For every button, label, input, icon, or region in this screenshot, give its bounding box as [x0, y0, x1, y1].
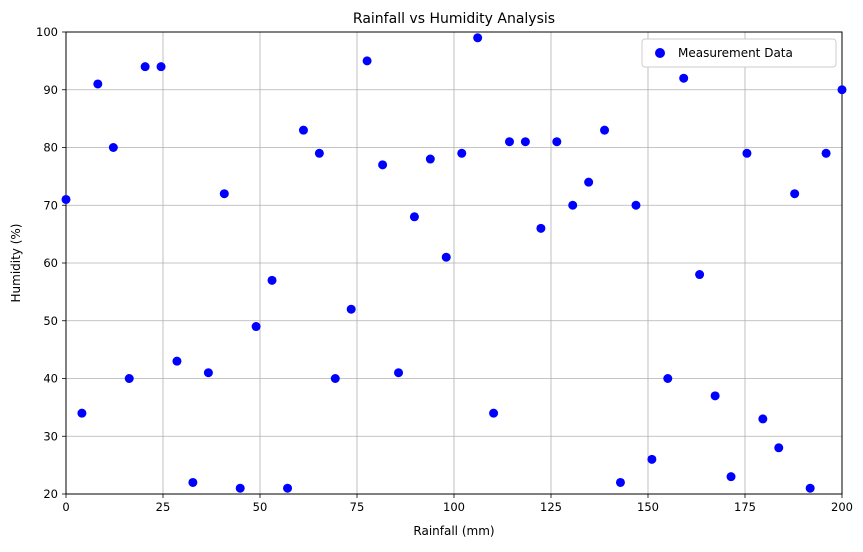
- chart-title: Rainfall vs Humidity Analysis: [353, 11, 555, 27]
- data-point: [805, 483, 815, 493]
- data-point: [504, 137, 514, 147]
- x-tick-label: 75: [350, 500, 365, 514]
- data-point: [362, 56, 372, 66]
- data-point: [267, 275, 277, 285]
- data-point: [758, 414, 768, 424]
- data-point: [695, 270, 705, 280]
- legend-marker: [655, 48, 665, 58]
- data-point: [251, 322, 261, 332]
- data-point: [489, 408, 499, 418]
- data-point: [790, 189, 800, 199]
- data-point: [314, 148, 324, 158]
- data-points: [61, 33, 847, 493]
- y-axis-label: Humidity (%): [9, 224, 23, 303]
- y-tick-label: 20: [43, 487, 58, 501]
- data-point: [188, 477, 198, 487]
- data-point: [821, 148, 831, 158]
- y-tick-label: 70: [43, 198, 58, 212]
- x-tick-label: 100: [443, 500, 465, 514]
- data-point: [631, 200, 641, 210]
- data-point: [156, 62, 166, 72]
- data-point: [61, 194, 71, 204]
- data-point: [457, 148, 467, 158]
- data-point: [140, 62, 150, 72]
- y-tick-label: 100: [36, 25, 58, 39]
- data-point: [235, 483, 245, 493]
- x-tick-label: 50: [253, 500, 268, 514]
- data-point: [330, 374, 340, 383]
- legend: Measurement Data: [641, 38, 837, 68]
- y-tick-label: 90: [43, 83, 58, 97]
- data-point: [298, 125, 308, 135]
- data-point: [663, 374, 673, 383]
- x-tick-label: 0: [62, 500, 69, 514]
- data-point: [568, 200, 578, 210]
- data-point: [647, 454, 657, 464]
- data-point: [394, 368, 404, 378]
- data-point: [679, 73, 689, 83]
- data-point: [172, 356, 182, 366]
- data-point: [536, 223, 546, 233]
- data-point: [93, 79, 103, 89]
- data-point: [441, 252, 451, 262]
- data-point: [378, 160, 388, 170]
- data-point: [520, 137, 530, 147]
- data-point: [774, 443, 784, 453]
- y-tick-label: 80: [43, 141, 58, 155]
- legend-label: Measurement Data: [678, 46, 793, 60]
- data-point: [283, 483, 293, 493]
- x-tick-label: 175: [734, 500, 756, 514]
- data-point: [726, 472, 736, 482]
- data-point: [219, 189, 229, 199]
- x-tick-label: 200: [831, 500, 853, 514]
- data-point: [425, 154, 435, 164]
- data-point: [710, 391, 720, 401]
- x-tick-label: 25: [156, 500, 171, 514]
- data-point: [124, 374, 134, 383]
- data-point: [837, 85, 847, 95]
- data-point: [600, 125, 610, 135]
- data-point: [742, 148, 752, 158]
- data-point: [203, 368, 213, 378]
- y-tick-label: 60: [43, 256, 58, 270]
- y-tick-label: 50: [43, 314, 58, 328]
- data-point: [584, 177, 594, 187]
- x-axis-label: Rainfall (mm): [413, 524, 494, 538]
- data-point: [108, 143, 118, 152]
- y-tick-label: 30: [43, 429, 58, 443]
- x-tick-label: 125: [540, 500, 562, 514]
- axis-ticks: 0 25 50 75 100 125 150 175 200 20 30 40 50 60 70 80 90 10…: [36, 25, 853, 514]
- data-point: [346, 304, 356, 314]
- data-point: [77, 408, 87, 418]
- legend-box: [641, 38, 837, 68]
- data-point: [552, 137, 562, 147]
- data-point: [473, 33, 483, 43]
- data-point: [615, 477, 625, 487]
- y-tick-label: 40: [43, 372, 58, 386]
- x-tick-label: 150: [637, 500, 659, 514]
- data-point: [409, 212, 419, 222]
